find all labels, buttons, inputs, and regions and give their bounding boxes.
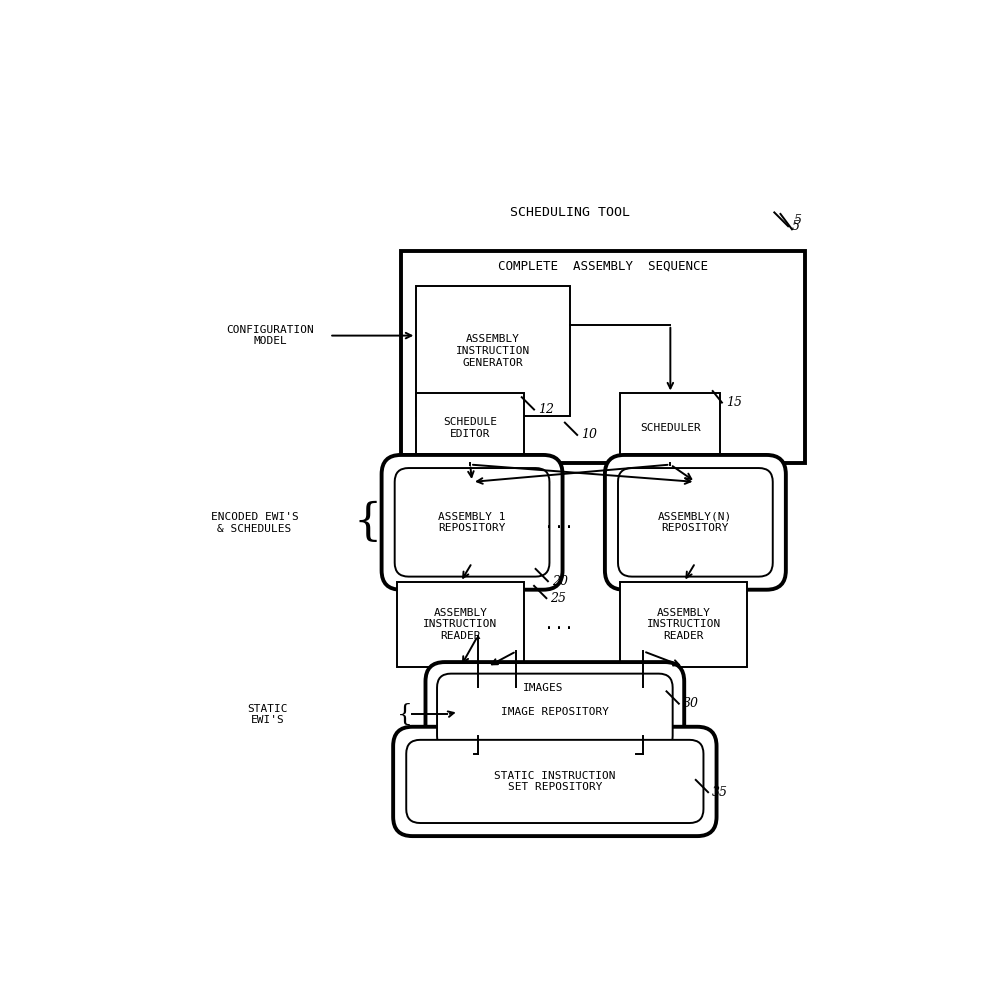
Text: 5: 5 (792, 220, 800, 233)
Text: STATIC
EWI'S: STATIC EWI'S (247, 704, 288, 725)
FancyBboxPatch shape (395, 468, 549, 577)
FancyBboxPatch shape (416, 393, 524, 463)
Text: IMAGE REPOSITORY: IMAGE REPOSITORY (501, 707, 609, 717)
Text: ASSEMBLY 1
REPOSITORY: ASSEMBLY 1 REPOSITORY (438, 512, 506, 533)
FancyBboxPatch shape (605, 455, 786, 590)
Text: ASSEMBLY
INSTRUCTION
READER: ASSEMBLY INSTRUCTION READER (423, 608, 498, 641)
Text: 5: 5 (794, 214, 802, 227)
Text: ASSEMBLY
INSTRUCTION
READER: ASSEMBLY INSTRUCTION READER (647, 608, 721, 641)
Text: ...: ... (544, 514, 574, 532)
Text: {: { (397, 703, 413, 726)
FancyBboxPatch shape (416, 286, 570, 416)
Text: CONFIGURATION
MODEL: CONFIGURATION MODEL (226, 325, 314, 346)
Text: SCHEDULER: SCHEDULER (640, 423, 701, 433)
Text: ASSEMBLY(N)
REPOSITORY: ASSEMBLY(N) REPOSITORY (658, 512, 732, 533)
Text: ENCODED EWI'S
& SCHEDULES: ENCODED EWI'S & SCHEDULES (211, 512, 298, 534)
FancyBboxPatch shape (620, 393, 720, 463)
Text: 12: 12 (538, 403, 554, 416)
Text: 10: 10 (581, 428, 597, 441)
Text: 15: 15 (726, 396, 742, 409)
FancyBboxPatch shape (437, 674, 673, 750)
FancyBboxPatch shape (382, 455, 563, 590)
Text: 25: 25 (550, 592, 566, 605)
Text: {: { (354, 501, 382, 544)
Text: COMPLETE  ASSEMBLY  SEQUENCE: COMPLETE ASSEMBLY SEQUENCE (498, 260, 708, 273)
Text: SCHEDULING TOOL: SCHEDULING TOOL (510, 206, 630, 219)
FancyBboxPatch shape (406, 740, 703, 823)
FancyBboxPatch shape (425, 662, 684, 761)
FancyBboxPatch shape (397, 582, 524, 667)
Text: ...: ... (544, 615, 574, 633)
Text: SCHEDULE
EDITOR: SCHEDULE EDITOR (443, 417, 497, 439)
FancyBboxPatch shape (393, 727, 717, 836)
Text: STATIC INSTRUCTION
SET REPOSITORY: STATIC INSTRUCTION SET REPOSITORY (494, 771, 616, 792)
Text: IMAGES: IMAGES (523, 683, 564, 693)
Text: 20: 20 (552, 575, 568, 588)
FancyBboxPatch shape (401, 251, 805, 463)
FancyBboxPatch shape (620, 582, 747, 667)
Text: 35: 35 (712, 786, 728, 799)
Text: 30: 30 (683, 697, 699, 710)
FancyBboxPatch shape (618, 468, 773, 577)
Text: ASSEMBLY
INSTRUCTION
GENERATOR: ASSEMBLY INSTRUCTION GENERATOR (456, 334, 530, 368)
